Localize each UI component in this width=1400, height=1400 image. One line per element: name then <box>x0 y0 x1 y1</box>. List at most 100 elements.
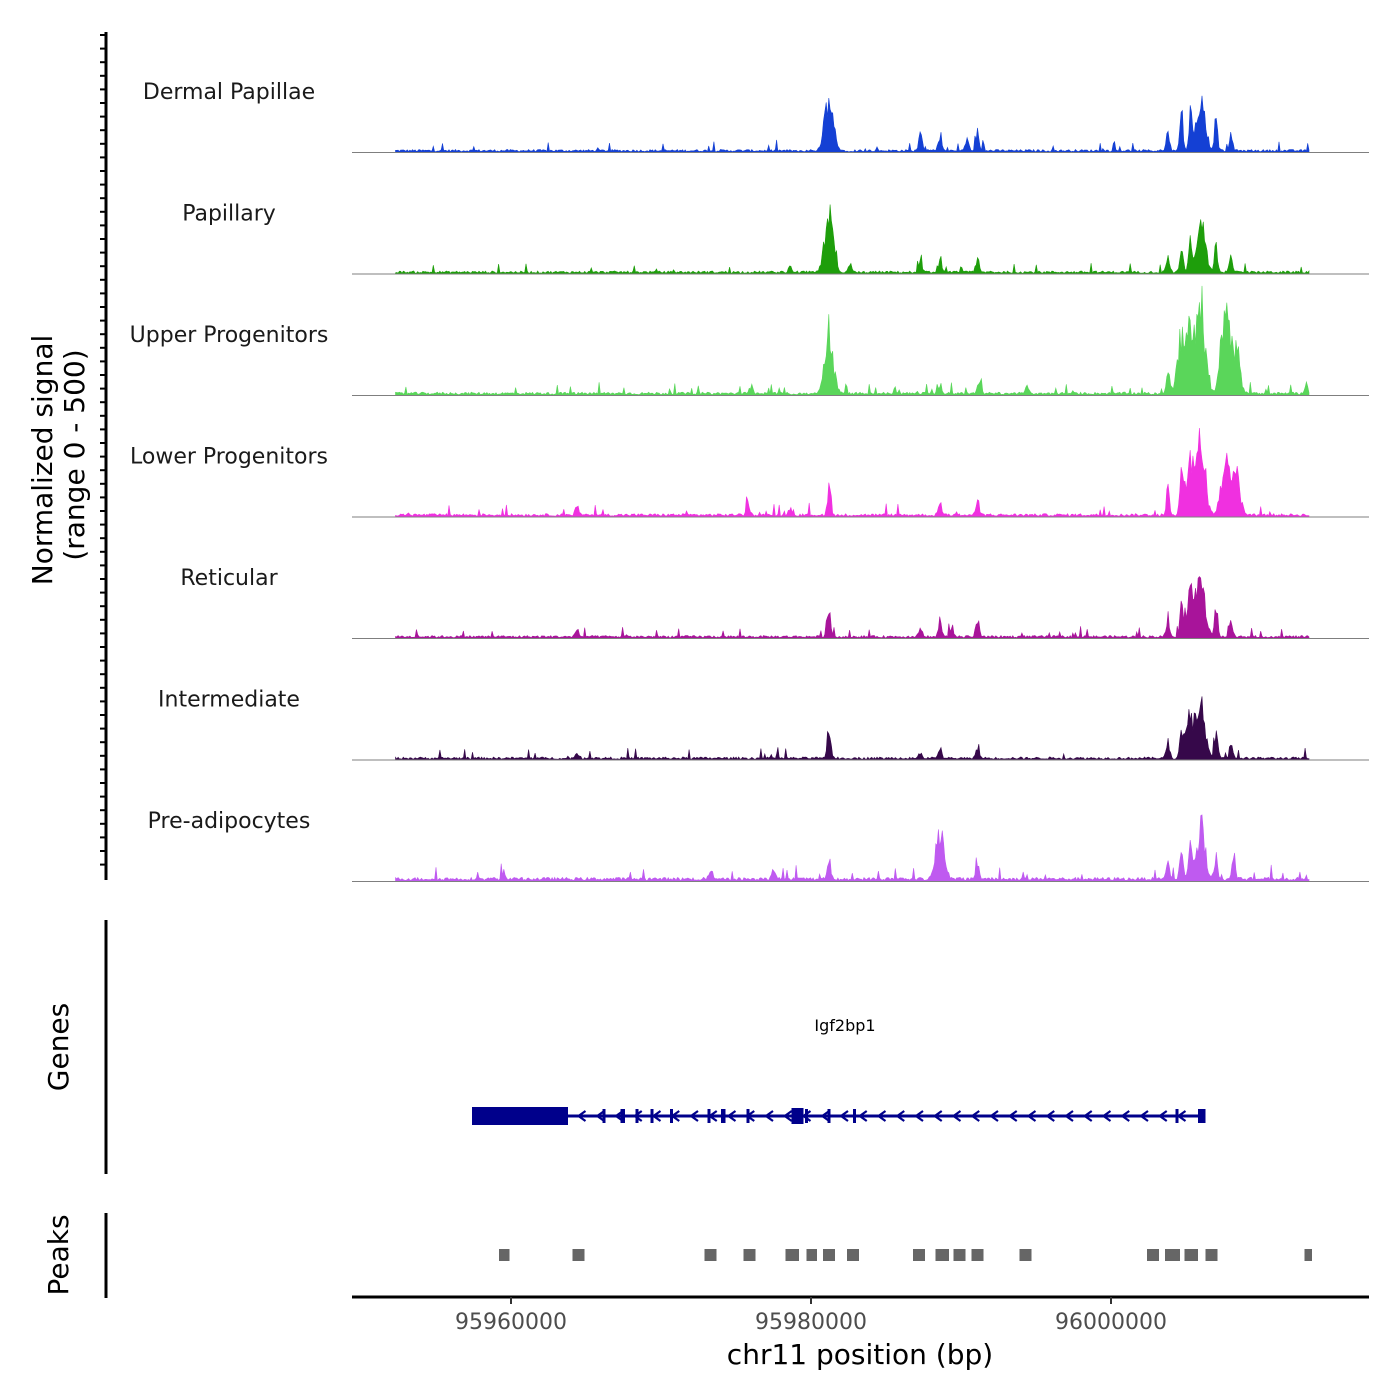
strand-arrow <box>1101 1110 1112 1122</box>
strand-arrow <box>951 1110 962 1122</box>
strand-arrow <box>670 1110 680 1122</box>
coverage-area-papillary <box>395 204 1310 275</box>
strand-arrow <box>726 1110 737 1122</box>
peak-region <box>1165 1249 1180 1261</box>
strand-arrow <box>839 1110 849 1122</box>
coverage-track <box>352 814 1369 882</box>
strand-arrow <box>914 1110 924 1122</box>
peak-region <box>806 1249 817 1261</box>
peak-region <box>971 1249 984 1261</box>
strand-arrow <box>707 1110 718 1122</box>
strand-arrow <box>1045 1110 1055 1122</box>
strand-arrow <box>764 1110 774 1122</box>
coverage-track <box>352 576 1369 639</box>
x-tick-label: 95980000 <box>755 1310 867 1335</box>
x-axis-ticks: 95960000 95980000 96000000 <box>455 1297 1167 1335</box>
gene-exon <box>602 1109 606 1123</box>
coverage-tracks <box>352 95 1369 882</box>
peak-region <box>704 1249 717 1261</box>
gene-exon <box>791 1108 804 1124</box>
strand-arrow <box>1157 1110 1168 1122</box>
strand-arrow <box>857 1110 868 1122</box>
strand-arrow <box>820 1110 830 1122</box>
coverage-area-lower-progenitors <box>395 427 1310 518</box>
track-label: Reticular <box>180 566 278 591</box>
strand-arrow <box>895 1110 905 1122</box>
strand-arrow <box>1026 1110 1037 1122</box>
track-label: Intermediate <box>158 688 300 713</box>
coverage-area-intermediate <box>395 696 1310 761</box>
y-axis-title-line1: Normalized signal <box>26 335 59 586</box>
strand-arrow <box>1176 1110 1187 1122</box>
x-axis: 95960000 95980000 96000000 chr11 position … <box>352 1295 1369 1371</box>
coverage-area-dermal-papillae <box>395 95 1310 153</box>
peak-region <box>1019 1249 1032 1261</box>
gene-model <box>472 1107 1206 1125</box>
strand-arrow <box>1082 1110 1093 1122</box>
coverage-track <box>352 696 1369 761</box>
strand-arrow <box>801 1110 812 1122</box>
strand-arrow <box>1120 1110 1130 1122</box>
strand-arrow <box>689 1110 699 1122</box>
coverage-area-upper-progenitors <box>395 285 1310 396</box>
strand-arrow <box>651 1110 662 1122</box>
peak-region <box>572 1249 585 1261</box>
peak-region <box>953 1249 966 1261</box>
peak-region <box>913 1249 925 1261</box>
gene-exon <box>853 1109 856 1123</box>
gene-exon <box>620 1109 625 1123</box>
coverage-panel: Dermal Papillae Papillary Upper Progenitor… <box>26 32 1369 882</box>
peak-region <box>785 1249 799 1261</box>
x-axis-title: chr11 position (bp) <box>727 1338 993 1371</box>
gene-exon <box>635 1109 639 1123</box>
gene-exon <box>1198 1109 1206 1123</box>
peak-region <box>499 1249 510 1261</box>
x-tick-label: 95960000 <box>455 1310 567 1335</box>
x-tick-label: 96000000 <box>1055 1310 1167 1335</box>
peak-regions <box>499 1249 1312 1261</box>
peak-region <box>743 1249 756 1261</box>
track-label: Dermal Papillae <box>143 80 315 105</box>
peak-region <box>1184 1249 1198 1261</box>
coverage-area-reticular <box>395 576 1310 639</box>
strand-arrow <box>595 1110 605 1122</box>
track-label: Lower Progenitors <box>130 445 328 470</box>
gene-exon <box>497 1109 501 1123</box>
y-axis-title-line2: (range 0 - 500) <box>58 349 91 560</box>
strand-arrow <box>745 1110 755 1122</box>
coverage-track <box>352 95 1369 153</box>
track-label: Pre-adipocytes <box>148 809 311 834</box>
strand-arrow <box>932 1110 943 1122</box>
gene-exon <box>827 1109 831 1123</box>
y-axis-ticks <box>100 34 106 866</box>
strand-arrow <box>782 1110 793 1122</box>
strand-arrow <box>989 1110 999 1122</box>
strand-arrow <box>632 1110 643 1122</box>
track-label: Papillary <box>182 202 276 227</box>
peak-region <box>1205 1249 1218 1261</box>
strand-arrow <box>614 1110 624 1122</box>
peaks-axis-title: Peaks <box>42 1214 75 1295</box>
gene-exon <box>805 1109 808 1123</box>
peak-region <box>935 1249 949 1261</box>
peaks-panel: Peaks <box>42 1213 1312 1298</box>
strand-arrow <box>1139 1110 1149 1122</box>
genes-axis-title: Genes <box>42 1003 75 1091</box>
gene-exon <box>721 1109 726 1123</box>
gene-utr-block <box>472 1107 568 1125</box>
coverage-track <box>352 204 1369 275</box>
track-label: Upper Progenitors <box>130 323 329 348</box>
strand-arrow <box>1007 1110 1018 1122</box>
peak-region <box>1147 1249 1159 1261</box>
peak-region <box>847 1249 859 1261</box>
strand-arrow <box>1064 1110 1074 1122</box>
genes-panel: Genes Igf2bp1 <box>42 920 1206 1174</box>
peak-region <box>1304 1249 1312 1261</box>
peak-region <box>823 1249 835 1261</box>
strand-arrow <box>876 1110 887 1122</box>
coverage-track <box>352 427 1369 518</box>
strand-arrow <box>970 1110 980 1122</box>
coverage-track <box>352 285 1369 396</box>
